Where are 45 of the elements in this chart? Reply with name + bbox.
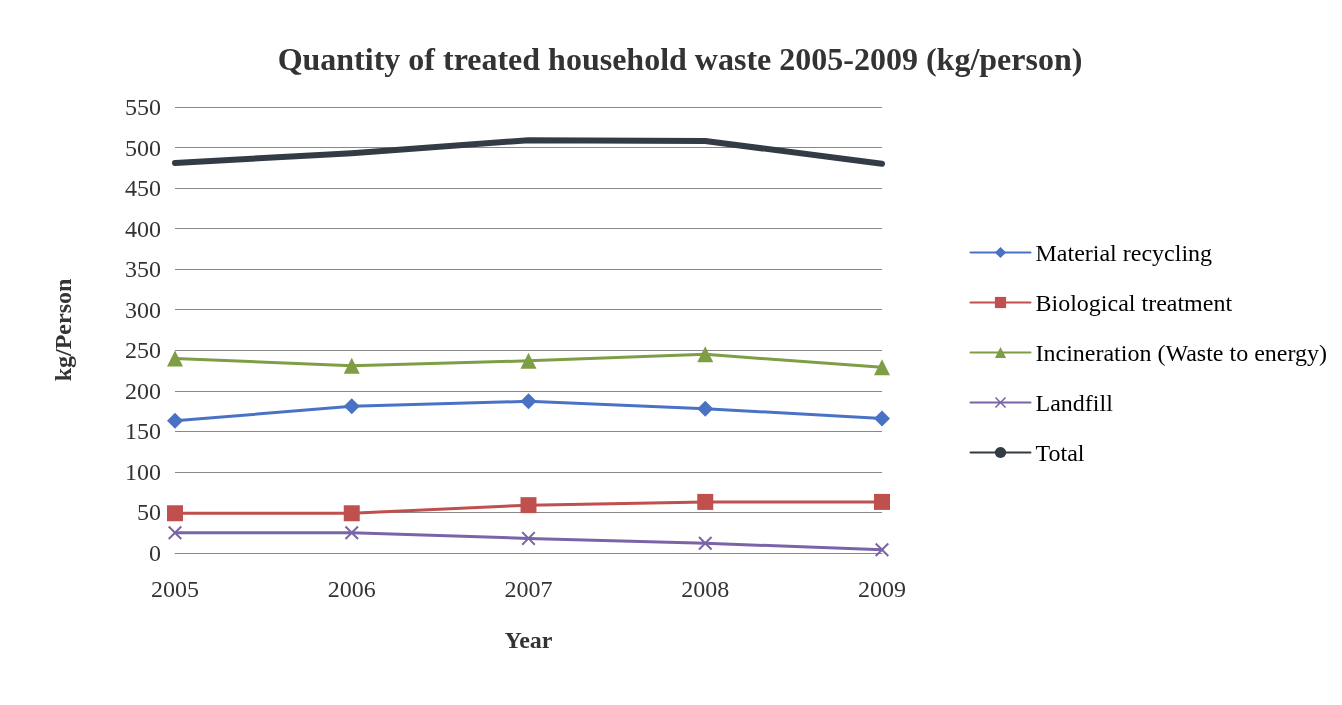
legend-label: Biological treatment — [1035, 289, 1233, 316]
point — [343, 398, 360, 415]
point — [343, 505, 360, 522]
point — [698, 536, 713, 551]
point — [875, 542, 889, 557]
point — [874, 493, 890, 510]
point — [168, 525, 182, 540]
point — [520, 352, 537, 369]
y-tick-label: 200 — [125, 377, 161, 404]
y-tick-label: 350 — [125, 256, 161, 283]
y-tick-label: 100 — [125, 458, 161, 485]
point — [697, 346, 714, 363]
y-tick-label: 250 — [125, 337, 161, 364]
x-tick-label: 2005 — [151, 576, 199, 602]
x-tick-label: 2006 — [327, 576, 376, 602]
y-tick-label: 500 — [125, 134, 161, 161]
point — [167, 350, 183, 367]
x-axis-title: Year — [504, 627, 553, 653]
chart-title: Quantity of treated household waste 2005-2009 (kg/person) — [277, 41, 1083, 77]
y-tick-label: 0 — [149, 540, 161, 566]
x-tick-label: 2009 — [858, 576, 906, 602]
y-tick-label: 550 — [125, 94, 161, 120]
point — [343, 357, 360, 374]
point — [874, 410, 890, 427]
point — [167, 505, 183, 522]
legend-label: Total — [1035, 439, 1085, 466]
point — [344, 525, 359, 540]
y-tick-label: 300 — [125, 296, 161, 323]
y-tick-label: 400 — [125, 215, 161, 242]
point — [697, 400, 714, 417]
point — [167, 412, 183, 429]
y-tick-label: 150 — [125, 418, 161, 445]
x-tick-label: 2007 — [504, 576, 553, 602]
legend-label: Landfill — [1035, 389, 1114, 416]
point — [697, 493, 714, 510]
legend-label: Material recycling — [1035, 239, 1213, 266]
legend-label: Incineration (Waste to energy) — [1035, 339, 1328, 366]
point — [520, 497, 537, 514]
y-tick-label: 450 — [125, 175, 161, 202]
y-tick-label: 50 — [137, 499, 161, 526]
point — [521, 531, 536, 546]
x-tick-label: 2008 — [681, 576, 730, 602]
point — [874, 359, 890, 376]
point — [520, 393, 537, 410]
y-axis-title: kg/Person — [50, 278, 76, 382]
